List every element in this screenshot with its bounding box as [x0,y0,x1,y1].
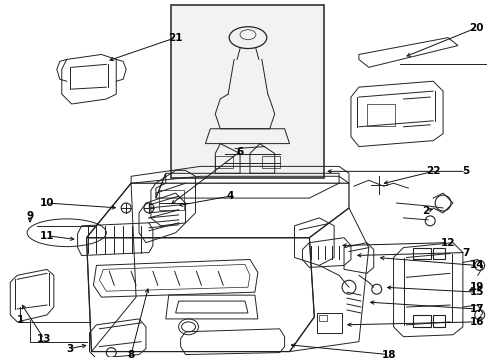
Bar [412,248,430,260]
Text: 8: 8 [127,350,135,360]
Text: 1: 1 [17,315,24,325]
Bar [317,313,341,333]
Text: 14: 14 [468,260,483,270]
Text: 13: 13 [37,334,51,344]
Bar [261,157,279,168]
Bar [159,190,183,210]
Bar [366,104,394,126]
Bar [432,315,444,327]
Text: 10: 10 [40,198,54,208]
Text: 22: 22 [425,166,440,176]
Text: 18: 18 [381,350,395,360]
Text: 21: 21 [168,33,183,42]
Text: 15: 15 [468,287,483,297]
Text: 6: 6 [236,147,243,157]
Text: 2: 2 [422,206,429,216]
Text: 9: 9 [26,211,34,221]
Text: 19: 19 [468,282,483,292]
Text: 11: 11 [40,231,54,241]
Bar [432,248,444,260]
Bar [412,315,430,327]
Text: 7: 7 [461,248,468,257]
Text: 17: 17 [468,304,483,314]
Text: 5: 5 [461,166,468,176]
Bar [170,5,324,178]
Text: 16: 16 [468,317,483,327]
Bar [319,315,326,321]
Text: 20: 20 [468,23,483,33]
Text: 3: 3 [66,343,73,354]
Bar [215,157,233,168]
Text: 12: 12 [440,238,454,248]
Text: 4: 4 [226,191,233,201]
